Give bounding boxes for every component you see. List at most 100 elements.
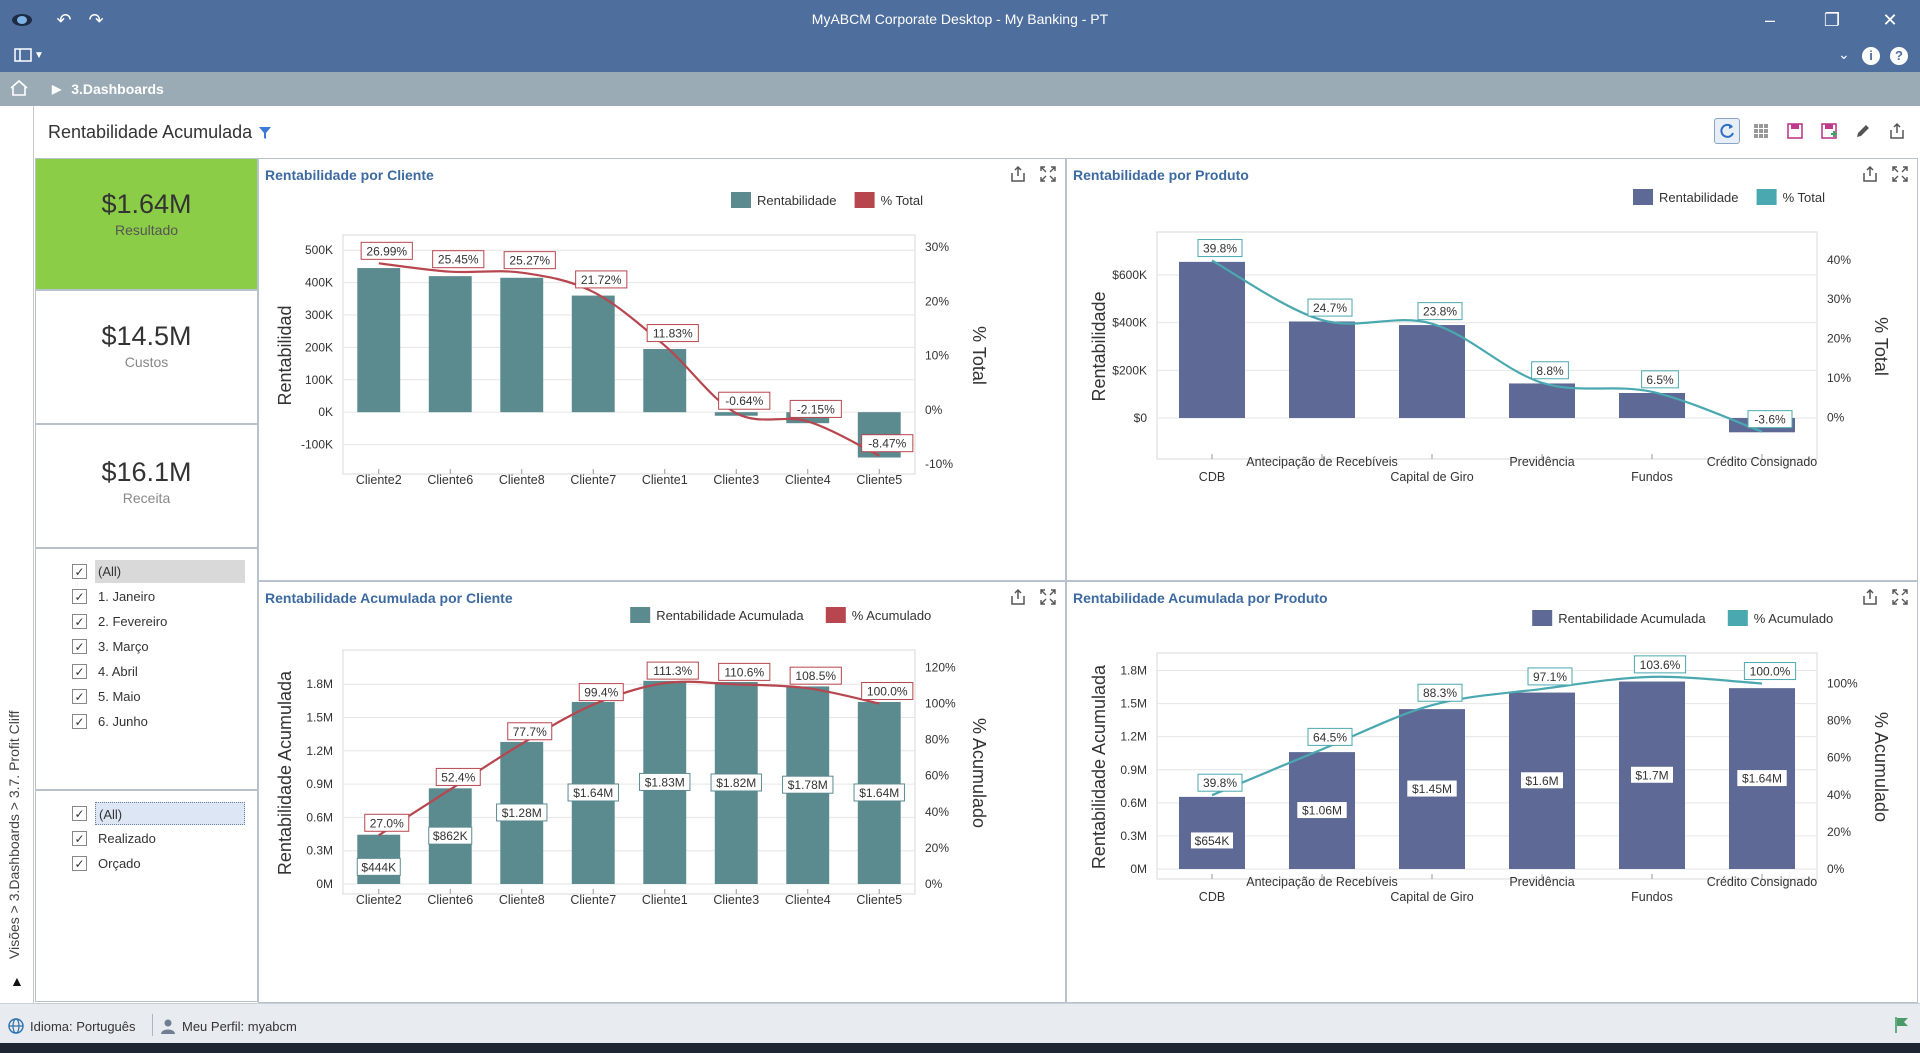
bar-value-box (1520, 771, 1564, 790)
series-line (1211, 675, 1763, 797)
panel-layout-icon (14, 48, 32, 62)
expand-up-icon[interactable]: ▲ (10, 973, 24, 989)
month-filter-item[interactable]: ✓ 1. Janeiro (36, 584, 257, 609)
export-icon[interactable] (1861, 588, 1879, 606)
y2-tick-label: 30% (925, 240, 949, 254)
save-button[interactable] (1782, 118, 1808, 144)
line-value-label: 64.5% (1313, 730, 1347, 744)
panel-toggle-button[interactable]: ▼ (14, 47, 44, 63)
legend-swatch (854, 192, 875, 208)
legend-label: Rentabilidade Acumulada (656, 608, 804, 623)
plot-area (342, 234, 916, 475)
line-value-label: 110.6% (724, 665, 764, 679)
scenario-filter-item[interactable]: ✓ (All) (36, 801, 257, 826)
bar (1509, 383, 1575, 419)
info-icon[interactable]: i (1862, 47, 1880, 65)
y2-tick-label: 100% (1827, 677, 1858, 691)
export-icon[interactable] (1009, 588, 1027, 606)
checkbox[interactable]: ✓ (72, 589, 87, 604)
y2-tick-label: 80% (1827, 714, 1851, 728)
line-value-box (1417, 683, 1463, 702)
language-status[interactable]: Idioma: Português (8, 1018, 136, 1034)
breadcrumb[interactable]: ▶ 3.Dashboards (52, 81, 164, 97)
minimize-icon[interactable]: – (1764, 9, 1775, 30)
dashboard-title-text: Rentabilidade Acumulada (48, 122, 253, 142)
export-icon[interactable] (1861, 165, 1879, 183)
restore-icon[interactable]: ❐ (1823, 9, 1841, 30)
profile-status[interactable]: Meu Perfil: myabcm (160, 1018, 297, 1034)
month-filter: ✓ (All) ✓ 1. Janeiro ✓ 2. Fevereiro ✓ 3. Março ✓… (35, 548, 258, 790)
grid-icon (1754, 124, 1768, 138)
export-button[interactable] (1884, 118, 1910, 144)
checkbox[interactable]: ✓ (72, 614, 87, 629)
month-filter-item[interactable]: ✓ 3. Março (36, 634, 257, 659)
month-filter-item[interactable]: ✓ 5. Maio (36, 684, 257, 709)
line-value-box (1307, 298, 1353, 317)
maximize-icon[interactable] (1891, 165, 1909, 183)
save-icon (1787, 123, 1803, 139)
y2-tick-label: 60% (1827, 751, 1851, 765)
maximize-icon[interactable] (1891, 588, 1909, 606)
export-icon (1890, 122, 1904, 139)
bar-value-label: $1.83M (645, 775, 685, 789)
grid-button[interactable] (1748, 118, 1774, 144)
maximize-icon[interactable] (1039, 165, 1057, 183)
bar (1289, 321, 1355, 419)
line-value-label: 111.3% (653, 664, 692, 678)
checkbox[interactable]: ✓ (72, 664, 87, 679)
y-tick-label: $600K (1112, 268, 1147, 282)
checkbox[interactable]: ✓ (72, 856, 87, 871)
month-filter-item[interactable]: ✓ 6. Junho (36, 709, 257, 734)
y-axis-title: Rentabilidade (1089, 291, 1109, 401)
help-icon[interactable]: ? (1890, 47, 1908, 65)
y2-axis-title: % Acumulado (969, 718, 989, 828)
checkbox[interactable]: ✓ (72, 714, 87, 729)
checkbox[interactable]: ✓ (72, 831, 87, 846)
checkbox[interactable]: ✓ (72, 639, 87, 654)
refresh-button[interactable] (1714, 118, 1740, 144)
bar-value-label: $1.78M (788, 778, 828, 792)
checkbox[interactable]: ✓ (72, 689, 87, 704)
x-tick-label: Cliente8 (499, 893, 545, 907)
x-tick-label: Cliente2 (356, 893, 402, 907)
y-tick-label: 0.9M (1120, 763, 1147, 777)
y-tick-label: 0.9M (306, 777, 333, 791)
x-tick-label: Cliente6 (427, 893, 473, 907)
scenario-filter-item[interactable]: ✓ Orçado (36, 851, 257, 876)
redo-icon[interactable]: ↷ (88, 9, 104, 30)
pencil-icon (1857, 125, 1869, 137)
checkbox[interactable]: ✓ (72, 564, 87, 579)
line-value-label: 52.4% (441, 770, 475, 784)
y-tick-label: 0M (316, 877, 333, 891)
line-value-box (1633, 655, 1687, 674)
line-value-box (578, 683, 624, 702)
chart-title: Rentabilidade por Cliente (265, 167, 434, 183)
month-filter-item[interactable]: ✓ 4. Abril (36, 659, 257, 684)
month-filter-item[interactable]: ✓ 2. Fevereiro (36, 609, 257, 634)
home-icon[interactable] (8, 78, 30, 103)
close-icon[interactable]: ✕ (1882, 9, 1898, 30)
side-navigation-strip[interactable]: Visões > 3.Dashboards > 3.7. Profit Clif… (0, 106, 34, 1003)
undo-icon[interactable]: ↶ (56, 9, 72, 30)
y-axis-title: Rentabilidad (275, 305, 295, 405)
scenario-filter-item-label: Orçado (98, 856, 141, 871)
month-filter-item[interactable]: ✓ (All) (36, 559, 257, 584)
line-value-box (861, 682, 914, 701)
line-value-box (435, 767, 481, 786)
y2-axis-title: % Total (969, 326, 989, 385)
checkbox[interactable]: ✓ (72, 806, 87, 821)
filter-icon[interactable] (258, 126, 272, 140)
save-as-button[interactable] (1816, 118, 1842, 144)
line-value-box (503, 251, 556, 270)
edit-button[interactable] (1850, 118, 1876, 144)
flag-icon[interactable] (1894, 1016, 1910, 1039)
maximize-icon[interactable] (1039, 588, 1057, 606)
bar-value-box (356, 857, 401, 876)
scenario-filter-item[interactable]: ✓ Realizado (36, 826, 257, 851)
bar (1179, 261, 1245, 419)
collapse-chevron-icon[interactable]: ⌄ (1838, 46, 1850, 62)
line-value-box (789, 399, 842, 418)
export-icon[interactable] (1009, 165, 1027, 183)
x-tick-label: Cliente8 (499, 473, 545, 487)
bar-value-box (1736, 769, 1788, 788)
